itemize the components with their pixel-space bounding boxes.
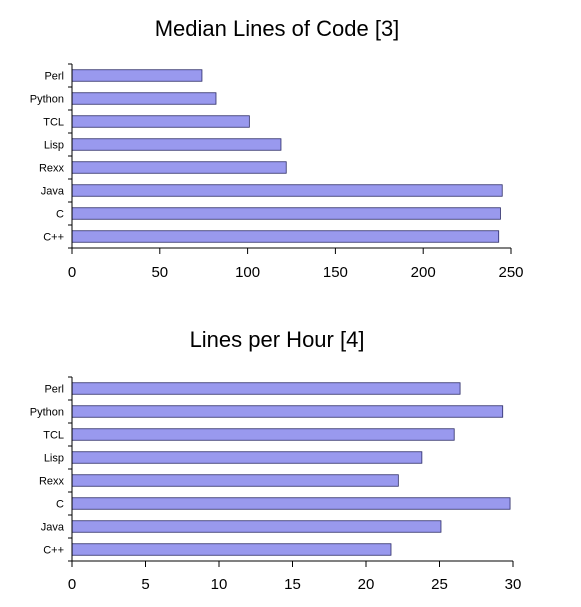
x-tick-label: 50 (151, 264, 168, 281)
x-tick-label: 0 (68, 264, 76, 281)
category-label: Perl (44, 71, 64, 83)
bar-cpp (71, 230, 500, 243)
category-label: Lisp (44, 453, 64, 465)
category-label: C (56, 499, 64, 511)
bar-rexx (71, 161, 287, 174)
category-label: Java (41, 522, 65, 534)
bar-cpp (71, 543, 392, 556)
bar-java (71, 184, 503, 197)
x-tick-label: 10 (211, 576, 228, 593)
category-label: TCL (43, 430, 64, 442)
x-tick-label: 30 (505, 576, 522, 593)
category-label: Lisp (44, 140, 64, 152)
x-tick-label: 20 (358, 576, 375, 593)
bar-c (71, 207, 501, 220)
category-label: Rexx (39, 163, 65, 175)
x-tick-label: 25 (431, 576, 448, 593)
bar-lisp (71, 138, 282, 151)
bar-python (71, 405, 504, 418)
category-label: C++ (43, 232, 64, 244)
bar-perl (71, 382, 461, 395)
bar-tcl (71, 115, 250, 128)
category-label: C++ (43, 545, 64, 557)
x-tick-label: 100 (235, 264, 260, 281)
category-label: Perl (44, 384, 64, 396)
x-tick-label: 5 (141, 576, 149, 593)
bar-lisp (71, 451, 423, 464)
x-tick-label: 0 (68, 576, 76, 593)
category-label: Java (41, 186, 65, 198)
chart-median-lines-of-code: Median Lines of Code [3] Perl Python TCL Li… (30, 16, 524, 281)
x-tick-label: 15 (284, 576, 301, 593)
x-tick-label: 150 (323, 264, 348, 281)
chart-title: Median Lines of Code [3] (155, 16, 400, 41)
bar-tcl (71, 428, 455, 441)
category-label: Rexx (39, 476, 65, 488)
category-label: Python (30, 94, 64, 106)
category-label: C (56, 209, 64, 221)
bar-java (71, 520, 442, 533)
bar-c (71, 497, 511, 510)
category-label: Python (30, 407, 64, 419)
chart-lines-per-hour: Lines per Hour [4] Perl Python TCL Lisp Rexx… (30, 327, 522, 593)
bar-python (71, 92, 217, 105)
x-tick-label: 200 (411, 264, 436, 281)
chart-title: Lines per Hour [4] (190, 327, 365, 352)
category-label: TCL (43, 117, 64, 129)
x-tick-label: 250 (498, 264, 523, 281)
bar-rexx (71, 474, 399, 487)
bar-perl (71, 69, 203, 82)
